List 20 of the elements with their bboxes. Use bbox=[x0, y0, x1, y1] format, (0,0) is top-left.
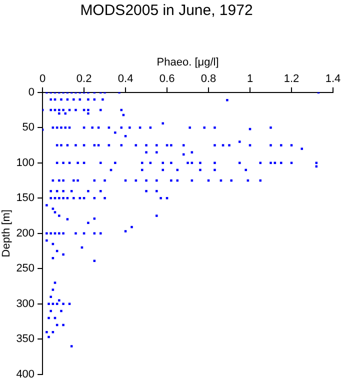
x-tick-label: 1.4 bbox=[325, 72, 341, 85]
x-tick-label: 0.6 bbox=[159, 72, 175, 85]
y-tick-label: 200 bbox=[16, 227, 35, 240]
x-axis-title: Phaeo. [μg/l] bbox=[156, 56, 219, 69]
y-tick-label: 400 bbox=[16, 368, 35, 380]
y-tick-label: 50 bbox=[22, 122, 35, 134]
x-tick-label: 0.4 bbox=[118, 72, 134, 85]
y-axis-title: Depth [m] bbox=[0, 210, 13, 258]
x-tick-label: 1.2 bbox=[284, 72, 300, 85]
y-tick-label: 300 bbox=[16, 298, 35, 310]
x-tick-label: 0.8 bbox=[200, 72, 216, 85]
chart-title: MODS2005 in June, 1972 bbox=[80, 2, 253, 20]
y-tick-label: 0 bbox=[28, 86, 35, 98]
x-tick-label: 1 bbox=[246, 72, 254, 85]
y-tick-label: 350 bbox=[16, 333, 35, 346]
y-tick-label: 150 bbox=[16, 192, 35, 204]
x-tick-label: 0.2 bbox=[76, 72, 92, 85]
y-tick-label: 250 bbox=[16, 262, 35, 275]
x-tick-label: 0 bbox=[39, 72, 46, 85]
y-tick-label: 100 bbox=[16, 156, 35, 169]
